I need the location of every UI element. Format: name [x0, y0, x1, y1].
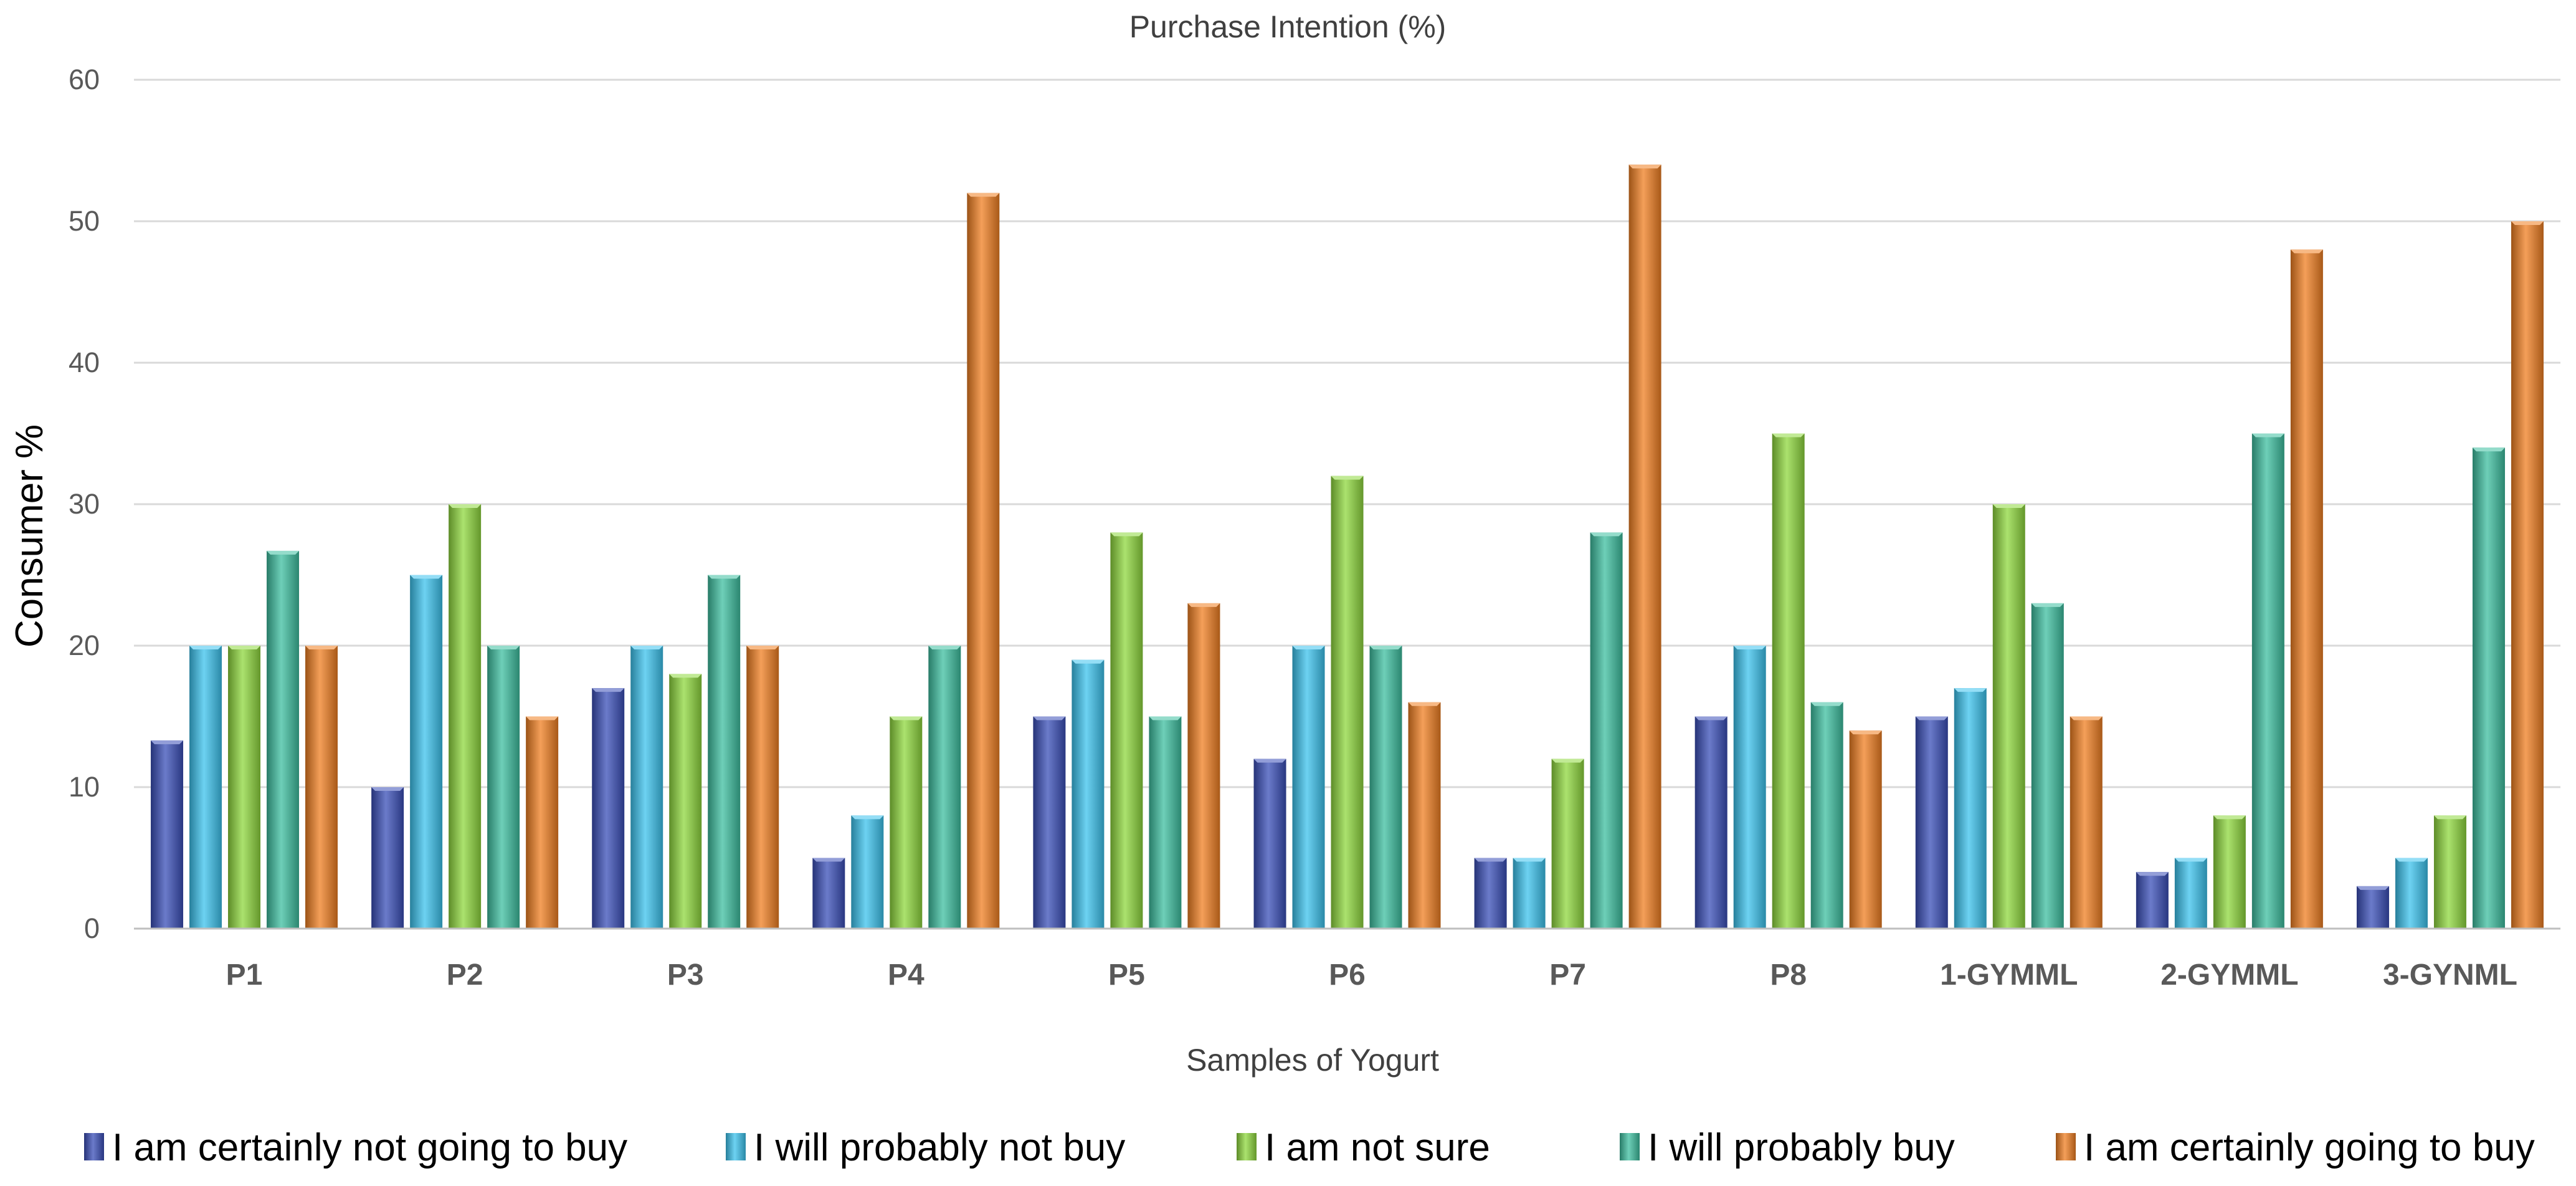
bar [708, 575, 741, 929]
bar [2395, 858, 2428, 929]
bar [1033, 716, 1066, 929]
y-axis-label: Consumer % [8, 424, 51, 648]
y-tick-label: 40 [69, 347, 100, 378]
legend-label: I will probably buy [1648, 1126, 1955, 1169]
bar [1772, 433, 1805, 929]
bar [1992, 504, 2025, 929]
x-axis-ticks: P1 P2 P3 P4 P5 P6 P7 P8 1-GYMML 2-GYMML 3-GYNML [226, 959, 2517, 992]
legend-swatch [84, 1133, 104, 1160]
x-tick-label: P8 [1770, 959, 1807, 992]
legend-swatch [2056, 1133, 2076, 1160]
bar [189, 646, 222, 929]
x-tick-label: P7 [1549, 959, 1586, 992]
bar [1915, 716, 1948, 929]
bar [2070, 716, 2103, 929]
bar [1590, 532, 1623, 929]
bar [1733, 646, 1766, 929]
bar [1513, 858, 1546, 929]
bar [1369, 646, 1402, 929]
bar [2433, 815, 2466, 929]
bar [890, 716, 923, 929]
bar [2174, 858, 2207, 929]
legend-label: I am not sure [1265, 1126, 1490, 1169]
bar [2031, 603, 2064, 929]
bar [630, 646, 663, 929]
bar [746, 646, 779, 929]
x-tick-label: P5 [1108, 959, 1145, 992]
x-tick-label: 2-GYMML [2160, 959, 2298, 992]
bar [410, 575, 443, 929]
bar [669, 674, 702, 929]
legend-item: I will probably buy [1620, 1126, 1955, 1169]
bar [1408, 702, 1441, 929]
bar [1072, 659, 1105, 929]
x-tick-label: 1-GYMML [1940, 959, 2078, 992]
bar [2136, 872, 2169, 929]
bar [1331, 476, 1364, 929]
bar [305, 646, 338, 929]
bar [2511, 221, 2544, 929]
bar [2472, 447, 2505, 929]
legend-item: I am certainly not going to buy [84, 1126, 627, 1169]
x-tick-label: P6 [1329, 959, 1366, 992]
bar [1849, 730, 1882, 929]
y-tick-label: 20 [69, 629, 100, 661]
bar [1551, 758, 1584, 929]
y-tick-label: 10 [69, 771, 100, 803]
bar [2356, 886, 2389, 929]
x-tick-label: P4 [888, 959, 924, 992]
legend: I am certainly not going to buy I will pr… [84, 1126, 2535, 1169]
x-tick-label: 3-GYNML [2383, 959, 2517, 992]
y-tick-label: 0 [84, 912, 100, 944]
x-axis-label: Samples of Yogurt [1186, 1043, 1439, 1078]
bar [1292, 646, 1325, 929]
bar [371, 787, 404, 929]
bar [1187, 603, 1220, 929]
bar [151, 740, 184, 929]
x-tick-label: P2 [447, 959, 483, 992]
bar [851, 815, 884, 929]
bar [1110, 532, 1143, 929]
bar [1253, 758, 1286, 929]
y-tick-label: 50 [69, 205, 100, 237]
legend-item: I am not sure [1237, 1126, 1490, 1169]
bar [2290, 249, 2323, 929]
bar [487, 646, 520, 929]
legend-item: I will probably not buy [726, 1126, 1125, 1169]
legend-swatch [1620, 1133, 1640, 1160]
chart-title: Purchase Intention (%) [1129, 9, 1447, 44]
bar [1954, 688, 1987, 929]
bar [2251, 433, 2284, 929]
bar [1810, 702, 1843, 929]
bars [151, 165, 2544, 929]
legend-swatch [1237, 1133, 1257, 1160]
legend-item: I am certainly going to buy [2056, 1126, 2535, 1169]
legend-label: I will probably not buy [754, 1126, 1125, 1169]
x-tick-label: P1 [226, 959, 263, 992]
bar [967, 193, 1000, 929]
bar [812, 858, 845, 929]
legend-swatch [726, 1133, 746, 1160]
y-tick-label: 60 [69, 64, 100, 95]
bar [592, 688, 625, 929]
bar [1149, 716, 1182, 929]
bar [449, 504, 482, 929]
bar [526, 716, 559, 929]
legend-label: I am certainly going to buy [2084, 1126, 2535, 1169]
legend-label: I am certainly not going to buy [112, 1126, 627, 1169]
bar [928, 646, 961, 929]
bar [2213, 815, 2246, 929]
bar [1474, 858, 1507, 929]
bar [1694, 716, 1728, 929]
bar [1628, 165, 1661, 929]
y-axis-ticks: 0 10 20 30 40 50 60 [69, 64, 100, 944]
x-tick-label: P3 [667, 959, 704, 992]
bar [228, 646, 261, 929]
y-tick-label: 30 [69, 488, 100, 520]
bar [267, 550, 300, 929]
